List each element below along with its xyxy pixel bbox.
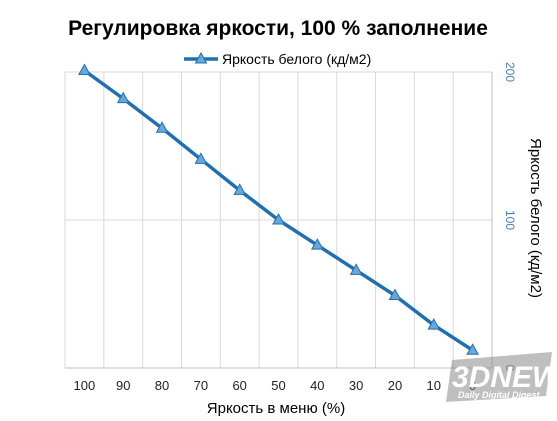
- x-tick-label: 30: [349, 378, 363, 393]
- chart-title: Регулировка яркости, 100 % заполнение: [68, 17, 488, 40]
- legend-label: Яркость белого (кд/м2): [222, 51, 371, 67]
- series-layer: [78, 63, 479, 355]
- x-tick-label: 100: [74, 378, 96, 393]
- data-point: [194, 152, 208, 164]
- data-point: [427, 318, 441, 330]
- y-tick-label: 100: [503, 210, 517, 230]
- x-axis-title: Яркость в меню (%): [207, 400, 345, 417]
- x-tick-labels: 1009080706050403020100: [74, 378, 477, 393]
- data-point: [155, 121, 169, 133]
- x-tick-label: 10: [427, 378, 441, 393]
- x-tick-label: 70: [194, 378, 208, 393]
- data-point: [466, 343, 479, 355]
- y-tick-label: 200: [503, 62, 517, 82]
- data-point: [388, 288, 402, 300]
- data-point: [78, 63, 91, 76]
- x-tick-label: 90: [116, 378, 130, 393]
- data-point: [233, 183, 247, 195]
- data-point: [272, 212, 285, 225]
- 3dnews-watermark: 3DNEWS Daily Digital Digest: [446, 352, 557, 402]
- x-tick-label: 40: [310, 378, 324, 393]
- x-tick-label: 20: [388, 378, 402, 393]
- legend-marker: [194, 51, 208, 64]
- legend: Яркость белого (кд/м2): [184, 51, 371, 67]
- watermark-logo: 3DNEWS: [452, 361, 557, 394]
- watermark-tagline: Daily Digital Digest: [458, 390, 541, 400]
- y-axis-title: Яркость белого (кд/м2): [527, 138, 544, 298]
- data-point: [310, 238, 324, 250]
- watermark-backdrop: [446, 352, 552, 402]
- x-tick-label: 80: [155, 378, 169, 393]
- axes: [65, 71, 493, 369]
- x-tick-label: 50: [271, 378, 285, 393]
- data-point: [116, 91, 130, 104]
- y-tick-labels: 1002000: [503, 62, 517, 372]
- data-point: [349, 263, 363, 275]
- x-tick-label: 60: [232, 378, 246, 393]
